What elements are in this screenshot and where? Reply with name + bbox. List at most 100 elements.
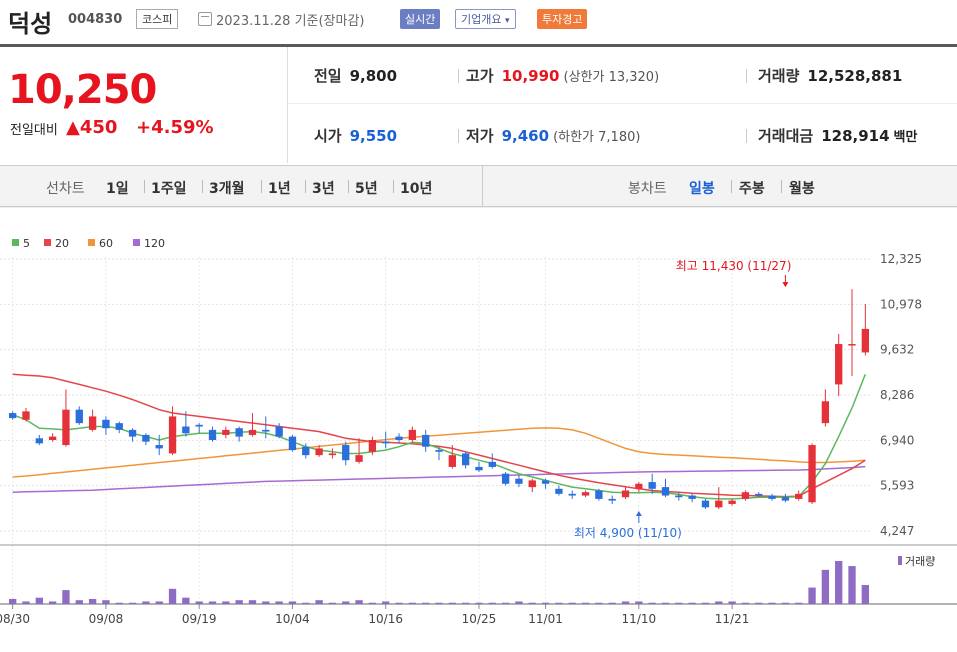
volume-bar (88, 598, 97, 604)
company-overview-button[interactable]: 기업개요 ▾ (455, 9, 516, 29)
candle-body (515, 478, 523, 484)
volume-bar (235, 600, 243, 604)
high-arrow-head (782, 282, 789, 288)
volume-bar (328, 602, 337, 604)
candle-period-option[interactable]: 일봉 (689, 181, 715, 197)
volume-bar (861, 585, 870, 604)
y-tick-label: 8,286 (880, 388, 914, 402)
volume-bar (195, 601, 203, 604)
open-label: 시가 (314, 127, 342, 145)
legend-label: 120 (144, 237, 165, 250)
legend-swatch (133, 239, 140, 246)
header-divider (0, 44, 957, 47)
period-separator (348, 180, 349, 193)
prev-close-value: 9,800 (349, 67, 398, 85)
stock-code: 004830 (68, 12, 123, 27)
chart-svg: 5 20 60 120 12,325 10,978 9,632 8,286 6,940 5,593… (0, 206, 957, 626)
candle-body (288, 436, 297, 451)
candle-body (382, 441, 390, 444)
x-tick-label: 11/21 (715, 612, 750, 626)
x-tick-label: 11/01 (528, 612, 563, 626)
change-amount: ▲450 (66, 117, 118, 138)
period-option[interactable]: 1주일 (151, 181, 187, 197)
candle-body (595, 490, 603, 499)
candle-body (715, 500, 723, 508)
volume-bar (755, 602, 763, 604)
volume-bar (355, 600, 363, 604)
volume-bar (422, 602, 430, 604)
volume-bar (248, 600, 257, 604)
candle-body (701, 500, 710, 508)
period-option[interactable]: 1년 (268, 181, 291, 197)
period-option[interactable]: 5년 (355, 181, 378, 197)
volume-legend-swatch (898, 556, 902, 565)
candle-body (741, 492, 750, 499)
ma20-line (12, 373, 866, 498)
candle-body (568, 493, 576, 496)
volume-bar (461, 602, 470, 604)
candle-body (555, 488, 563, 494)
volume-bar (715, 601, 723, 604)
volume-bar (541, 602, 550, 604)
high-annotation: 최고 11,430 (11/27) (676, 259, 792, 273)
volume-bar (821, 569, 830, 604)
volume-bar (781, 602, 790, 604)
volume-bar (648, 602, 656, 604)
y-tick-label: 12,325 (880, 252, 922, 266)
volume-bar (501, 602, 510, 604)
amount-stat: 거래대금 128,914 백만 (758, 125, 917, 146)
candle-body (208, 429, 217, 440)
candle-body (541, 480, 550, 484)
period-option[interactable]: 1일 (106, 181, 129, 197)
candle-body (621, 490, 630, 498)
volume-bar (48, 601, 57, 604)
volume-bar (35, 597, 43, 604)
volume-bar (808, 587, 816, 604)
candle-body (222, 429, 230, 435)
candle-body (8, 413, 17, 419)
candle-body (608, 498, 616, 501)
volume-bar (315, 600, 323, 604)
candle-body (648, 482, 656, 489)
candle-body (22, 411, 30, 420)
volume-bar (795, 602, 803, 604)
price-stats: 전일 9,800 고가 10,990 (상한가 13,320) 거래량 12,528,8… (288, 47, 957, 163)
period-option[interactable]: 3개월 (209, 181, 245, 197)
period-separator (731, 180, 732, 193)
y-tick-label: 5,593 (880, 479, 914, 493)
ma120-line (12, 465, 866, 493)
amount-label: 거래대금 (758, 127, 814, 145)
volume-bar (128, 602, 137, 604)
legend-swatch (88, 239, 95, 246)
chevron-down-icon: ▾ (504, 16, 510, 26)
price-panel: 10,250 전일대비 ▲450 +4.59% (0, 47, 288, 163)
prev-close-stat: 전일 9,800 (314, 65, 397, 86)
period-option[interactable]: 3년 (312, 181, 335, 197)
volume-bar (675, 602, 683, 604)
reference-date: 2023.11.28 기준(장마감) (216, 14, 365, 29)
legend-label: 20 (55, 237, 69, 250)
x-tick-label: 08/30 (0, 612, 30, 626)
candle-body (661, 487, 670, 496)
open-value: 9,550 (349, 127, 398, 145)
candle-body (795, 493, 803, 499)
candle-body (448, 455, 456, 467)
period-option[interactable]: 10년 (400, 181, 433, 197)
x-tick-label: 10/16 (368, 612, 403, 626)
investment-warning-badge[interactable]: 투자경고 (537, 9, 588, 29)
volume-bar (8, 598, 17, 604)
company-overview-label: 기업개요 (461, 13, 502, 26)
volume-bar (608, 602, 616, 604)
candle-body (501, 473, 510, 484)
candle-period-option[interactable]: 월봉 (789, 181, 815, 197)
candle-body (315, 448, 323, 456)
realtime-button[interactable]: 실시간 (400, 9, 441, 29)
x-tick-label: 09/08 (89, 612, 124, 626)
period-separator (144, 180, 145, 193)
candle-period-option[interactable]: 주봉 (739, 181, 765, 197)
candle-body (168, 416, 177, 454)
prev-close-label: 전일 (314, 67, 342, 85)
volume-bar (661, 602, 670, 604)
x-tick-label: 10/04 (275, 612, 310, 626)
volume-bar (115, 602, 123, 604)
